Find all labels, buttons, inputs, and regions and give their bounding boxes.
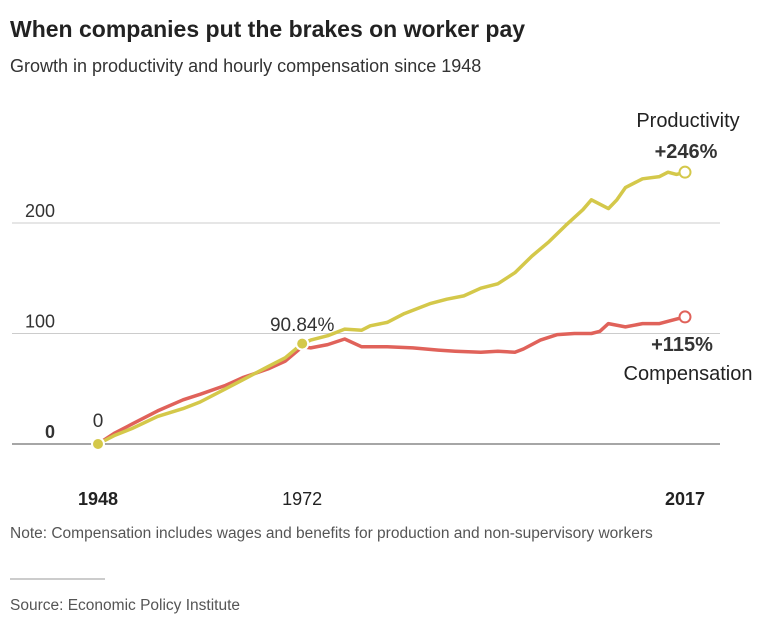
divergence-annotation: 90.84% [270, 315, 335, 336]
series-label-productivity: Productivity [636, 110, 739, 132]
series-line-compensation [97, 315, 686, 446]
series-value-productivity: +246% [655, 141, 718, 163]
chart-subtitle: Growth in productivity and hourly compen… [10, 56, 482, 76]
divider [10, 578, 105, 580]
end-point-marker [678, 310, 692, 324]
y-tick-label: 100 [25, 312, 55, 332]
series-label-compensation: Compensation [624, 363, 753, 385]
divergence-point-marker [295, 336, 310, 351]
start-point-marker [91, 437, 105, 451]
chart-source: Source: Economic Policy Institute [10, 597, 241, 614]
x-tick-label: 1972 [282, 489, 322, 509]
chart-title: When companies put the brakes on worker … [10, 16, 526, 42]
x-tick-label: 2017 [665, 489, 705, 509]
y-tick-label: 0 [45, 422, 55, 442]
x-tick-label: 1948 [78, 489, 118, 509]
y-tick-label: 200 [25, 201, 55, 221]
end-point-marker [678, 165, 692, 179]
series-value-compensation: +115% [651, 334, 713, 356]
series-line-productivity [97, 170, 686, 446]
chart-note: Note: Compensation includes wages and be… [10, 525, 653, 542]
start-annotation: 0 [93, 411, 104, 432]
